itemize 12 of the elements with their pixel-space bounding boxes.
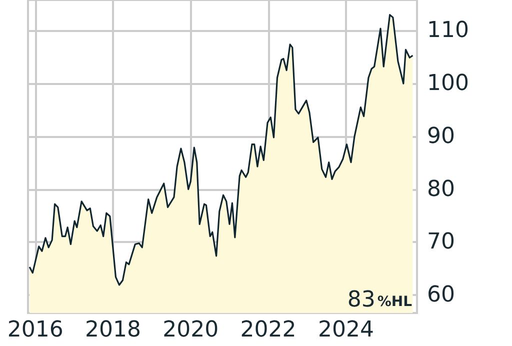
y-tick-label: 80 [427, 176, 455, 202]
annotation: 83%HL [347, 288, 412, 312]
x-tick-label: 2020 [162, 318, 219, 342]
x-tick-label: 2018 [85, 318, 142, 342]
y-tick-label: 110 [427, 18, 469, 44]
x-tick-label: 2016 [7, 318, 64, 342]
x-tick-label: 2024 [318, 318, 374, 342]
x-tick-label: 2022 [240, 318, 296, 342]
y-tick-label: 90 [427, 124, 455, 149]
y-tick-label: 100 [427, 71, 469, 96]
y-tick-label: 60 [427, 282, 455, 308]
y-tick-label: 70 [427, 230, 455, 255]
